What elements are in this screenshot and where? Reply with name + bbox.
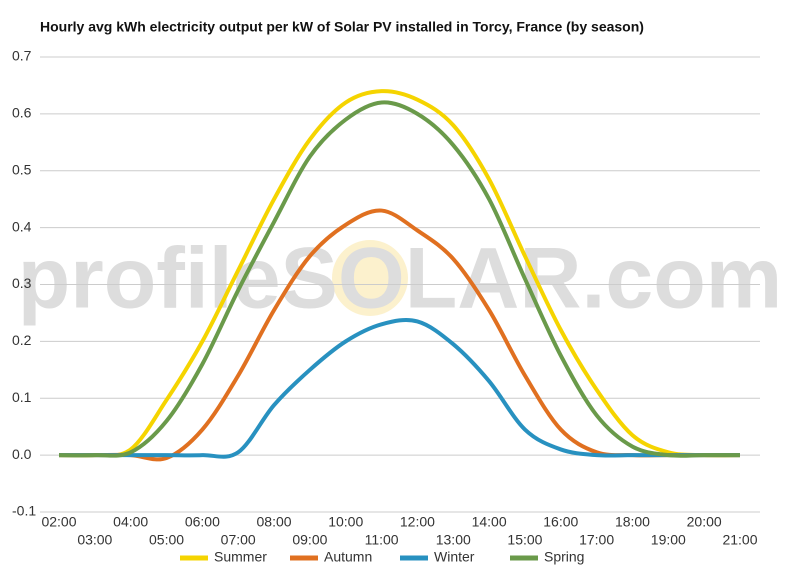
x-tick-label: 05:00 — [149, 532, 184, 548]
x-tick-label: 03:00 — [77, 532, 112, 548]
legend-label: Summer — [214, 549, 267, 565]
y-tick-label: 0.2 — [12, 332, 32, 348]
y-tick-label: 0.6 — [12, 105, 32, 121]
x-tick-label: 04:00 — [113, 514, 148, 530]
y-tick-label: 0.3 — [12, 275, 32, 291]
watermark-sun — [332, 240, 408, 316]
x-tick-label: 18:00 — [615, 514, 650, 530]
x-tick-label: 14:00 — [472, 514, 507, 530]
series-line — [59, 318, 740, 459]
x-tick-label: 16:00 — [543, 514, 578, 530]
y-tick-label: 0.7 — [12, 48, 32, 64]
y-tick-label: 0.0 — [12, 446, 32, 462]
legend-label: Spring — [544, 549, 584, 565]
chart-title: Hourly avg kWh electricity output per kW… — [40, 19, 644, 35]
x-tick-label: 11:00 — [365, 532, 399, 548]
y-tick-label: 0.1 — [12, 389, 32, 405]
y-tick-label: -0.1 — [12, 503, 36, 519]
x-tick-label: 07:00 — [221, 532, 256, 548]
x-tick-label: 09:00 — [292, 532, 327, 548]
legend-label: Winter — [434, 549, 475, 565]
x-tick-label: 06:00 — [185, 514, 220, 530]
y-tick-label: 0.5 — [12, 161, 32, 177]
x-tick-label: 17:00 — [579, 532, 614, 548]
x-tick-label: 19:00 — [651, 532, 686, 548]
x-tick-label: 02:00 — [41, 514, 76, 530]
series-line — [58, 100, 740, 458]
watermark: profileSOLAR.com — [18, 231, 783, 327]
x-tick-label: 12:00 — [400, 514, 435, 530]
x-tick-label: 20:00 — [687, 514, 722, 530]
x-tick-label: 10:00 — [328, 514, 363, 530]
x-tick-label: 15:00 — [507, 532, 542, 548]
x-tick-label: 13:00 — [436, 532, 471, 548]
series-line — [58, 89, 741, 458]
legend-label: Autumn — [324, 549, 372, 565]
x-tick-label: 08:00 — [257, 514, 292, 530]
x-tick-label: 21:00 — [722, 532, 757, 548]
y-tick-label: 0.4 — [12, 218, 32, 234]
